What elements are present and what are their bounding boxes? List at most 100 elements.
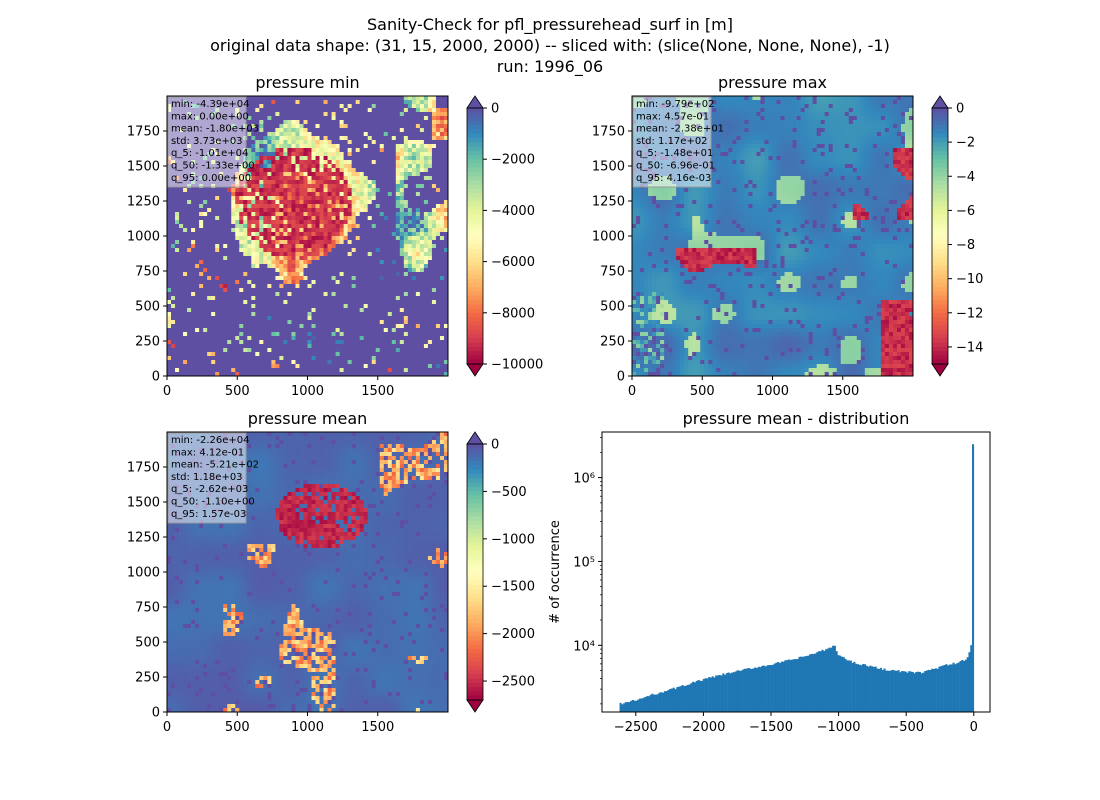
heatmap-cell [323,248,328,253]
heatmap-cell [291,184,296,189]
heatmap-cell [359,232,365,237]
heatmap-cell [263,192,268,197]
heatmap-cell [183,272,188,277]
heatmap-cell [363,100,369,105]
heatmap-cell [407,288,413,293]
heatmap-cell [243,304,248,309]
heatmap-cell [275,236,280,241]
heatmap-cell [203,200,208,205]
heatmap-cell [259,228,264,233]
heatmap-cell [291,148,296,153]
heatmap-cell [327,232,332,237]
heatmap-cell [443,280,448,285]
heatmap-cell [275,364,280,369]
heatmap-cell [315,340,320,345]
heatmap-cell [279,104,284,109]
heatmap-cell [271,124,276,129]
heatmap-cell [367,304,373,309]
heatmap-cell [315,260,320,265]
heatmap-cell [407,364,413,369]
heatmap-cell [267,104,272,109]
heatmap-cell [307,228,312,233]
heatmap-cell [439,124,445,129]
heatmap-cell [399,208,405,213]
heatmap-cell [179,320,184,325]
heatmap-cell [199,248,204,253]
heatmap-cell [319,264,324,269]
heatmap-cell [355,356,361,361]
heatmap-cell [391,192,397,197]
heatmap-cell [427,196,433,201]
heatmap-cell [223,220,228,225]
heatmap-cell [343,236,348,241]
heatmap-cell [403,180,409,185]
heatmap-cell [287,248,292,253]
heatmap-cell [359,348,365,353]
heatmap-cell [239,332,244,337]
heatmap-cell [375,120,381,125]
heatmap-cell [375,168,381,173]
heatmap-cell [255,132,260,137]
heatmap-cell [399,164,405,169]
y-tick-label: 1500 [127,160,160,175]
heatmap-cell [383,332,389,337]
heatmap-cell [363,320,369,325]
heatmap-cell [323,360,328,365]
heatmap-cell [419,236,425,241]
heatmap-cell [351,164,357,169]
heatmap-cell [443,232,448,237]
colorbar-segment [467,210,483,216]
heatmap-cell [291,232,296,237]
heatmap-cell [415,216,421,221]
heatmap-cell [335,304,340,309]
heatmap-cell [343,184,348,189]
heatmap-cell [319,232,324,237]
heatmap-cell [435,252,441,257]
heatmap-cell [427,96,433,101]
heatmap-cell [195,276,200,281]
heatmap-cell [335,192,340,197]
heatmap-cell [375,292,381,297]
heatmap-cell [399,244,405,249]
heatmap-cell [419,116,425,121]
heatmap-cell [379,236,385,241]
heatmap-cell [371,356,377,361]
heatmap-cell [275,288,280,293]
heatmap-cell [235,344,240,349]
heatmap-cell [351,360,357,365]
heatmap-cell [335,320,340,325]
heatmap-cell [343,312,348,317]
heatmap-cell [279,288,284,293]
heatmap-cell [443,188,448,193]
heatmap-cell [335,196,340,201]
heatmap-cell [363,212,369,217]
heatmap-cell [391,168,397,173]
heatmap-cell [211,244,216,249]
heatmap-cell [231,256,236,261]
heatmap-cell [423,212,429,217]
heatmap-cell [411,144,417,149]
heatmap-cell [303,112,308,117]
heatmap-cell [431,216,437,221]
heatmap-cell [411,260,417,265]
heatmap-cell [279,356,284,361]
heatmap-cell [343,360,348,365]
heatmap-cell [307,164,312,169]
heatmap-cell [255,268,260,273]
heatmap-cell [187,216,192,221]
heatmap-cell [387,244,393,249]
heatmap-cell [187,348,192,353]
heatmap-cell [347,256,352,261]
heatmap-cell [199,324,204,329]
heatmap-cell [411,204,417,209]
heatmap-cell [423,340,429,345]
heatmap-cell [287,308,292,313]
heatmap-cell [227,288,232,293]
heatmap-cell [419,132,425,137]
heatmap-cell [191,304,196,309]
heatmap-cell [443,192,448,197]
heatmap-cell [431,356,437,361]
heatmap-cell [403,172,409,177]
heatmap-cell [299,268,304,273]
heatmap-cell [283,288,288,293]
